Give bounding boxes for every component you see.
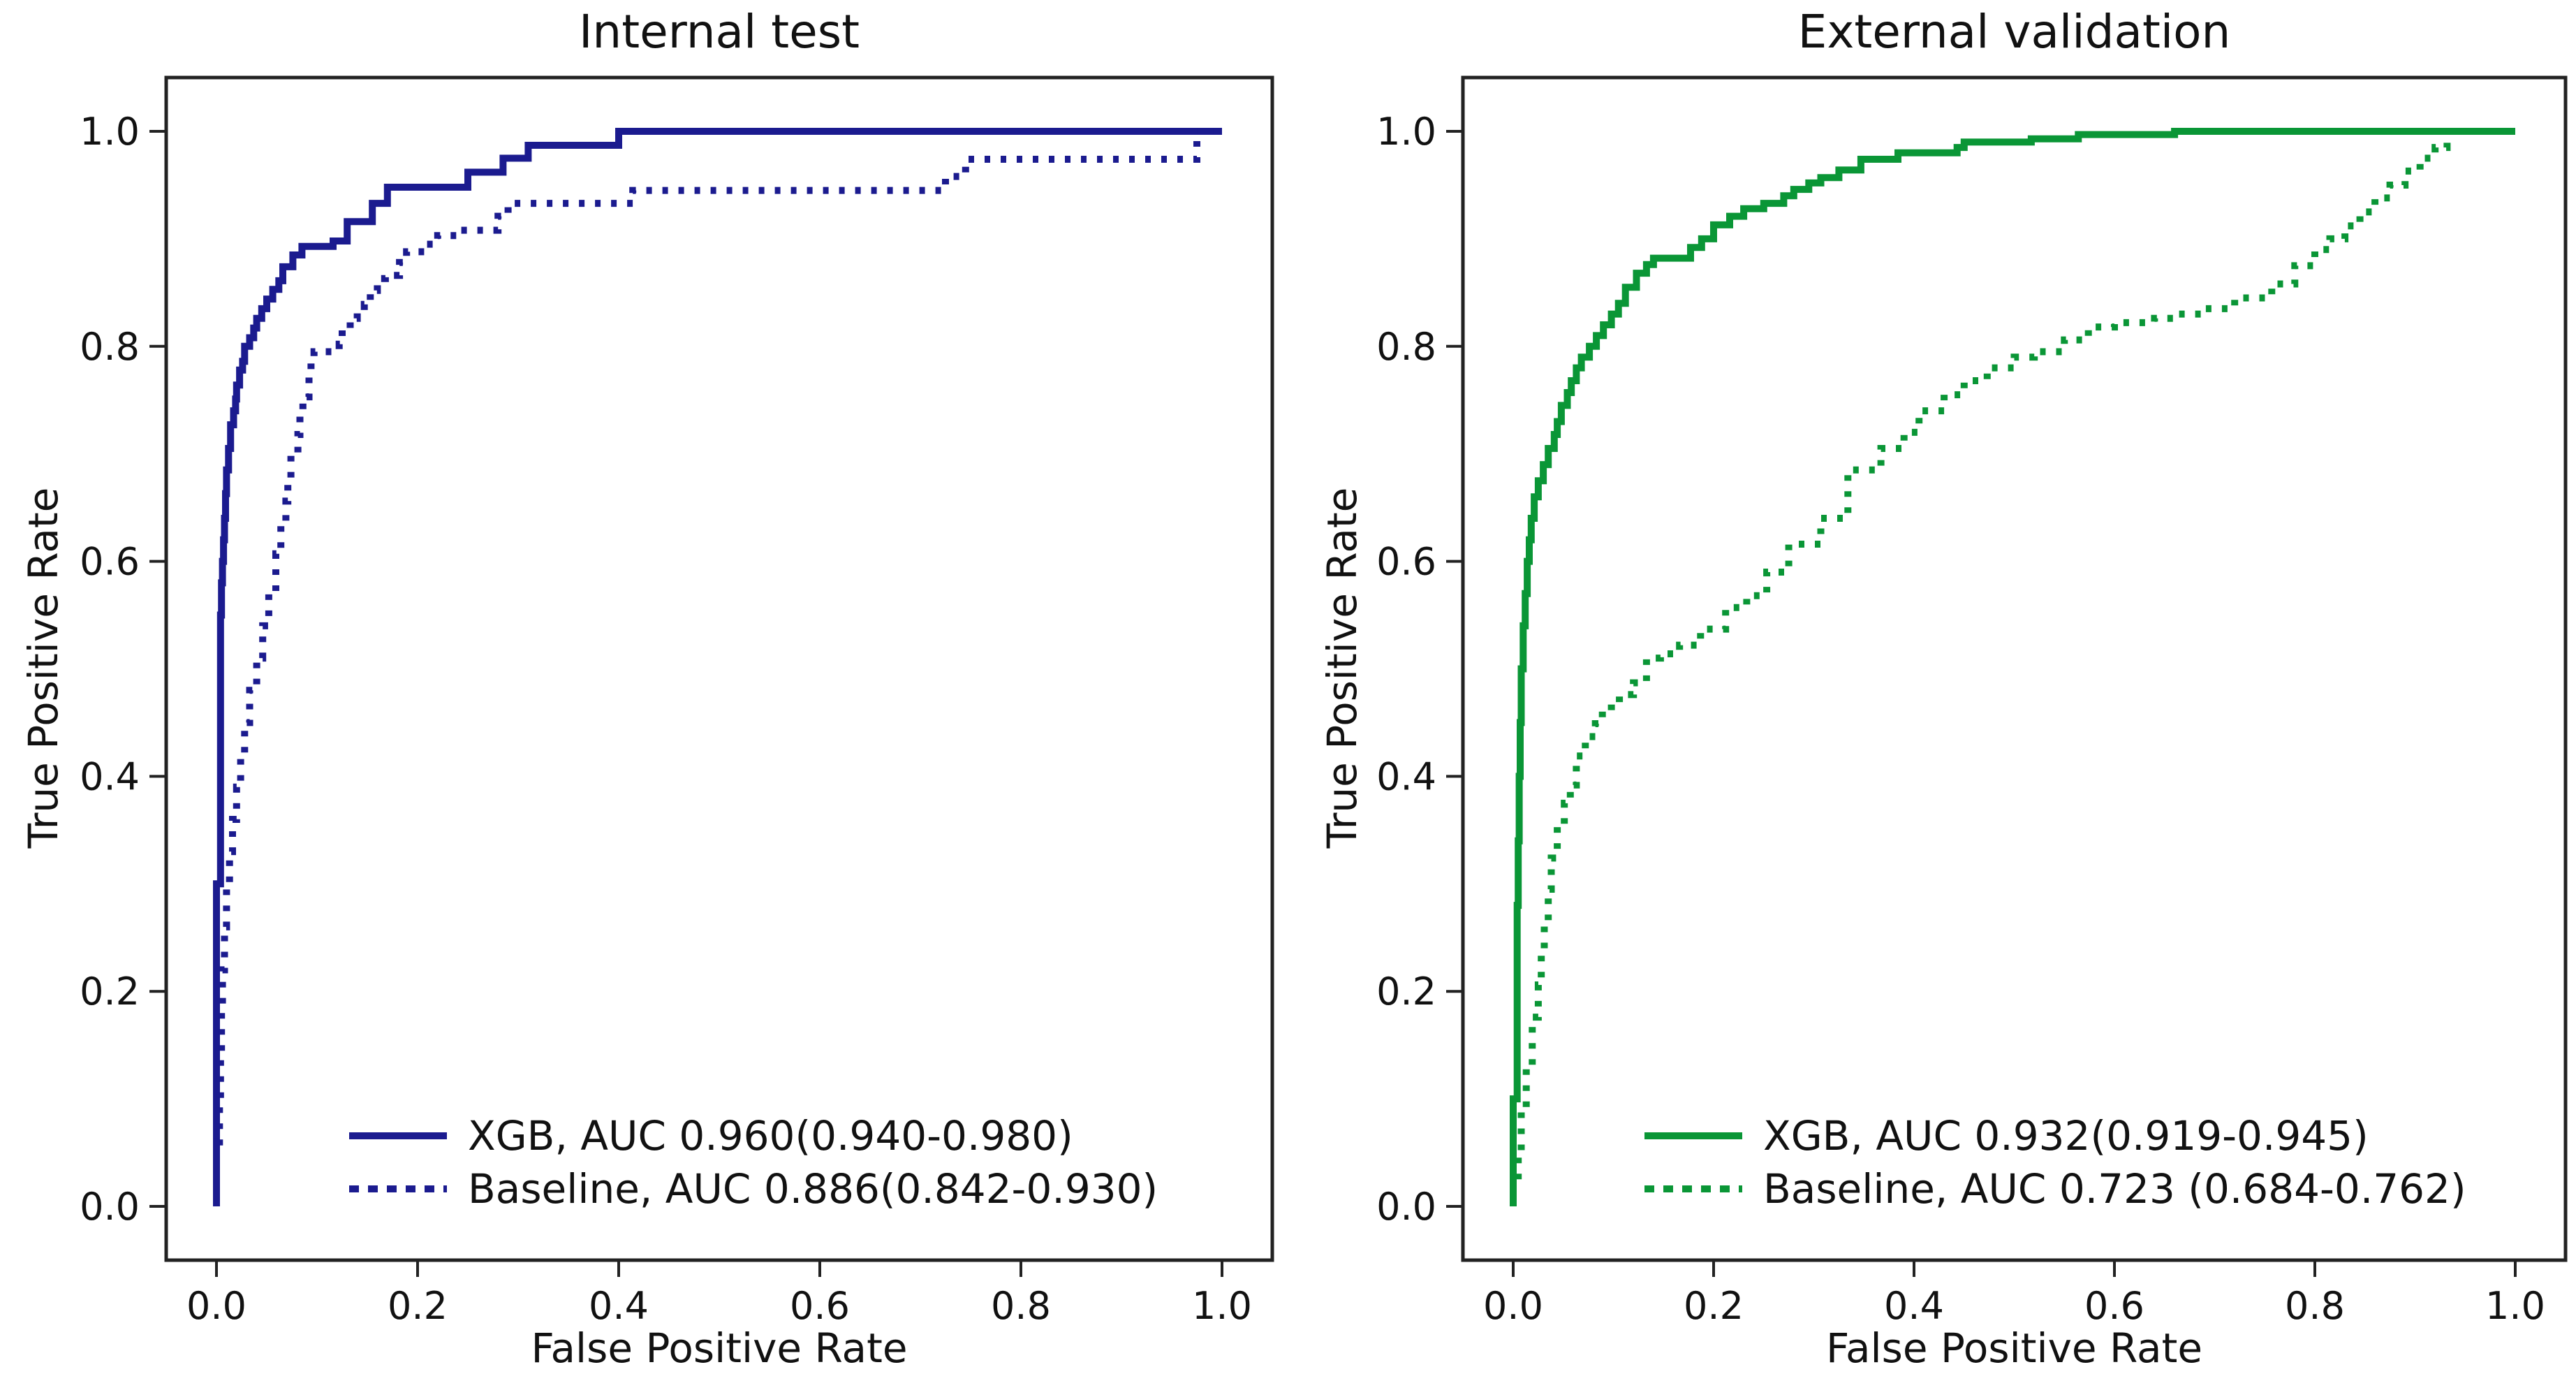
legend-label-baseline: Baseline, AUC 0.723 (0.684-0.762) [1763, 1165, 2466, 1213]
legend-line-sample-solid [349, 1132, 447, 1139]
y-tick-label: 1.0 [80, 110, 140, 154]
x-axis-label-external: False Positive Rate [1825, 1324, 2203, 1372]
axes-spine [1461, 75, 2568, 1262]
legend-line-sample-dotted [349, 1185, 447, 1192]
y-tick-label: 0.8 [1376, 325, 1436, 369]
y-tick-label: 0.8 [80, 325, 140, 369]
x-tick-label: 0.8 [991, 1284, 1051, 1328]
y-tick-label: 0.2 [1376, 970, 1436, 1014]
y-tick-label: 0.4 [80, 754, 140, 798]
panel-title-internal-test: Internal test [578, 5, 860, 59]
legend-label-xgb: XGB, AUC 0.960(0.940-0.980) [468, 1112, 1073, 1160]
x-tick-label: 0.2 [388, 1284, 448, 1328]
legend-internal: XGB, AUC 0.960(0.940-0.980) Baseline, AU… [349, 1112, 1158, 1213]
roc-curve-baseline [1510, 128, 2515, 1206]
legend-row-xgb: XGB, AUC 0.960(0.940-0.980) [349, 1112, 1158, 1160]
x-tick-label: 0.0 [186, 1284, 246, 1328]
x-tick-label: 0.0 [1483, 1284, 1543, 1328]
roc-curve-baseline [213, 128, 1222, 1206]
legend-row-xgb: XGB, AUC 0.932(0.919-0.945) [1644, 1112, 2466, 1160]
legend-external: XGB, AUC 0.932(0.919-0.945) Baseline, AU… [1644, 1112, 2466, 1213]
x-axis-label-internal: False Positive Rate [531, 1324, 908, 1372]
legend-line-sample-solid [1644, 1132, 1742, 1139]
y-axis-label-external: True Positive Rate [1318, 487, 1366, 849]
roc-curve-xgb [213, 128, 1222, 1206]
legend-row-baseline: Baseline, AUC 0.723 (0.684-0.762) [1644, 1165, 2466, 1213]
x-tick-label: 1.0 [1192, 1284, 1252, 1328]
x-tick-label: 0.2 [1684, 1284, 1744, 1328]
x-tick-label: 0.6 [2084, 1284, 2144, 1328]
y-tick-label: 0.4 [1376, 754, 1436, 798]
roc-curve-xgb [1510, 128, 2515, 1206]
y-tick-label: 0.6 [80, 540, 140, 584]
x-tick-label: 1.0 [2485, 1284, 2545, 1328]
axes-spine [164, 75, 1274, 1262]
y-tick-label: 1.0 [1376, 110, 1436, 154]
x-tick-label: 0.6 [790, 1284, 850, 1328]
legend-label-baseline: Baseline, AUC 0.886(0.842-0.930) [468, 1165, 1158, 1213]
y-axis-label-internal: True Positive Rate [20, 487, 67, 849]
y-tick-label: 0.0 [1376, 1185, 1436, 1229]
x-tick-label: 0.8 [2285, 1284, 2345, 1328]
panel-title-external-validation: External validation [1797, 5, 2231, 59]
y-tick-label: 0.2 [80, 970, 140, 1014]
x-tick-label: 0.4 [589, 1284, 649, 1328]
y-tick-label: 0.0 [80, 1185, 140, 1229]
x-tick-label: 0.4 [1884, 1284, 1944, 1328]
y-tick-label: 0.6 [1376, 540, 1436, 584]
legend-line-sample-dotted [1644, 1185, 1742, 1192]
legend-row-baseline: Baseline, AUC 0.886(0.842-0.930) [349, 1165, 1158, 1213]
legend-label-xgb: XGB, AUC 0.932(0.919-0.945) [1763, 1112, 2369, 1160]
